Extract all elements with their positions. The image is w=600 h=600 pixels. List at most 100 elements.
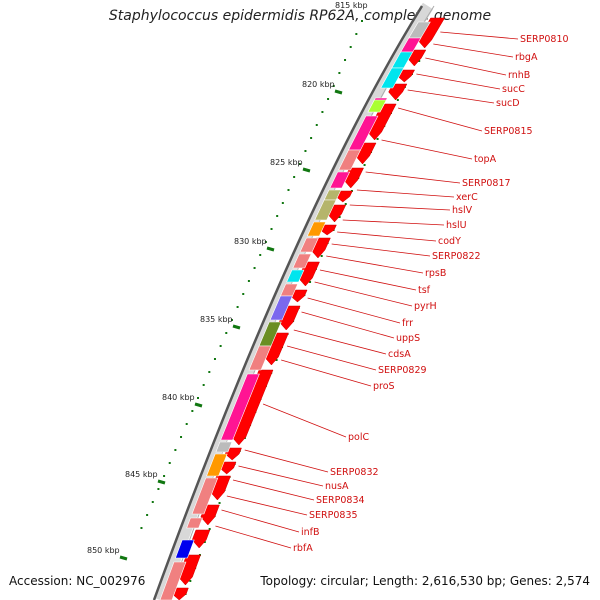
accession-text: Accession: NC_002976 [9,574,146,588]
major-tick [232,324,241,330]
gene-label-sucC: sucC [502,84,525,95]
scale-label: 840 kbp [162,393,195,402]
scale-ticks [119,89,343,561]
leader-line [365,171,461,184]
cog-block [380,67,405,89]
gc-dot [253,267,256,269]
leader-line [381,139,473,160]
gc-dot [338,72,341,74]
gc-dot [230,319,233,321]
gene-label-hslV: hslV [452,205,473,216]
scale-label: 815 kbp [335,1,368,10]
leader-line [281,359,372,387]
leader-line [314,281,413,307]
gene-label-infB: infB [301,527,320,538]
leader-line [286,345,377,371]
major-tick [302,167,311,173]
topology-summary: Topology: circular; Length: 2,616,530 bp… [260,574,590,588]
gene-label-hslU: hslU [446,220,467,231]
cog-block [269,295,293,321]
gc-dot [197,397,200,399]
gc-dot [304,150,307,152]
gene-label-codY: codY [438,236,461,247]
leader-line [244,449,329,473]
gene-label-uppS: uppS [396,333,420,344]
leader-line [342,219,445,226]
gene-label-SERP0834: SERP0834 [316,495,365,506]
gc-dot [293,176,296,178]
gene-label-SERP0815: SERP0815 [484,126,533,137]
cog-block [314,199,337,221]
leader-line [307,297,401,324]
cog-block [367,99,387,113]
cog-block [215,441,233,453]
gc-dot [163,475,166,477]
gc-dot [327,98,330,100]
leader-line [407,89,495,104]
gc-dot [180,436,183,438]
leader-line [349,204,451,211]
gene-label-topA: topA [474,154,497,165]
gc-dot [213,358,216,360]
cog-track [159,21,431,600]
scale-label: 845 kbp [125,470,158,479]
cds-arrow [191,529,211,549]
major-tick [194,402,203,408]
gc-dot [355,33,358,35]
leader-line [397,107,483,132]
gc-dot [349,46,352,48]
gc-dot [276,215,279,217]
gc-dot [363,164,366,166]
gc-dot [320,255,323,257]
cog-block [292,253,312,269]
gene-label-SERP0810: SERP0810 [520,34,569,45]
label-leader-lines [215,31,519,549]
gc-dot [236,306,239,308]
cds-arrow [224,447,242,461]
cog-block [159,561,187,600]
cog-block [220,373,260,441]
gc-dot [338,216,341,218]
gc-dot [332,85,335,87]
gene-label-polC: polC [348,432,369,443]
gc-dot [344,59,347,61]
gc-dot [270,228,273,230]
gc-dot [151,501,154,503]
gc-dot [157,488,160,490]
major-tick [119,555,128,561]
leader-line [238,465,324,487]
leader-line [356,189,455,198]
leader-line [215,525,292,549]
gc-dot [242,293,245,295]
gc-dot [281,202,284,204]
scale-labels: 815 kbp 820 kbp 825 kbp 830 kbp 835 kbp 840 k… [87,1,368,555]
gene-label-SERP0832: SERP0832 [330,467,379,478]
major-tick [334,89,343,95]
gc-dot [208,528,211,530]
leader-line [319,269,417,291]
leader-line [226,495,308,516]
gc-dot [219,345,222,347]
gc-dot [218,502,221,504]
gc-dot [361,20,363,22]
gc-dot [191,410,194,412]
cog-block [175,539,195,559]
gc-dot [287,189,290,191]
cds-arrow [388,83,408,101]
scale-label: 835 kbp [200,315,233,324]
gene-label-SERP0817: SERP0817 [462,178,511,189]
gene-label-cdsA: cdsA [388,349,411,360]
cog-block [186,517,203,529]
gc-dot [309,281,312,283]
leader-line [301,311,395,339]
major-tick [266,246,275,252]
gc-dot [310,137,313,139]
gene-label-SERP0829: SERP0829 [378,365,427,376]
cog-block [329,171,351,189]
gc-dot [146,514,149,516]
map-title: Staphylococcus epidermidis RP62A, comple… [108,8,492,24]
leader-line [326,255,424,274]
gc-dot [202,384,205,386]
gc-dot [247,280,250,282]
gc-dot [168,462,171,464]
